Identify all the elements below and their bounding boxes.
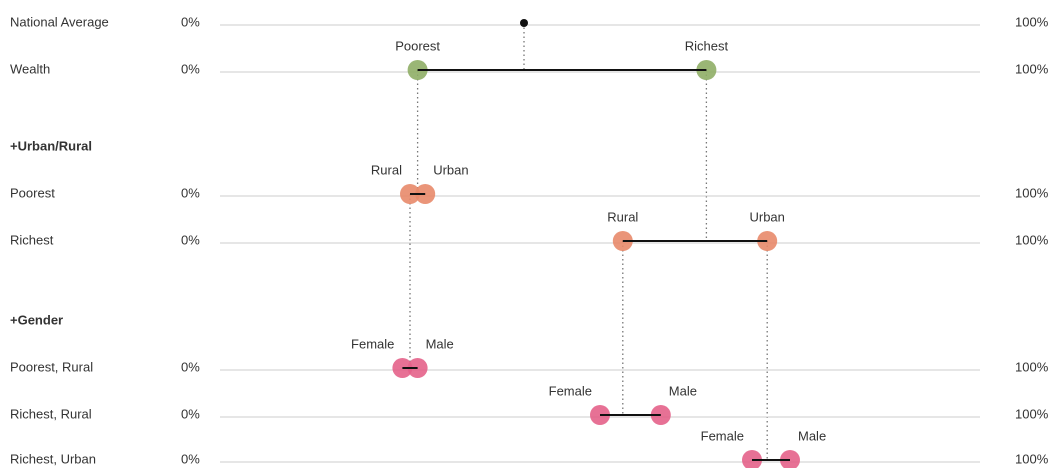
point-label: Urban: [749, 209, 784, 224]
point-label: Poorest: [395, 38, 440, 53]
axis-max-label: 100%: [1015, 406, 1049, 421]
row-label: National Average: [10, 14, 109, 29]
row-label: Poorest: [10, 185, 55, 200]
point-label: Rural: [371, 162, 402, 177]
axis-min-label: 0%: [181, 61, 200, 76]
point-label: Female: [351, 336, 394, 351]
axis-max-label: 100%: [1015, 232, 1049, 247]
axis-max-label: 100%: [1015, 451, 1049, 466]
axis-min-label: 0%: [181, 451, 200, 466]
point-label: Rural: [607, 209, 638, 224]
section-heading: +Urban/Rural: [10, 138, 92, 153]
row-label: Richest, Urban: [10, 451, 96, 466]
average-dot: [520, 19, 528, 27]
axis-max-label: 100%: [1015, 14, 1049, 29]
point-label: Richest: [685, 38, 729, 53]
axis-max-label: 100%: [1015, 61, 1049, 76]
point-label: Male: [798, 428, 826, 443]
axis-max-label: 100%: [1015, 185, 1049, 200]
axis-min-label: 0%: [181, 359, 200, 374]
axis-min-label: 0%: [181, 14, 200, 29]
row-label: Richest, Rural: [10, 406, 92, 421]
point-label: Female: [701, 428, 744, 443]
point-label: Male: [426, 336, 454, 351]
point-label: Female: [549, 383, 592, 398]
axis-min-label: 0%: [181, 232, 200, 247]
row-label: Wealth: [10, 61, 50, 76]
point-label: Male: [669, 383, 697, 398]
point-label: Urban: [433, 162, 468, 177]
section-heading: +Gender: [10, 312, 63, 327]
row-label: Richest: [10, 232, 54, 247]
axis-max-label: 100%: [1015, 359, 1049, 374]
axis-min-label: 0%: [181, 406, 200, 421]
axis-min-label: 0%: [181, 185, 200, 200]
row-label: Poorest, Rural: [10, 359, 93, 374]
